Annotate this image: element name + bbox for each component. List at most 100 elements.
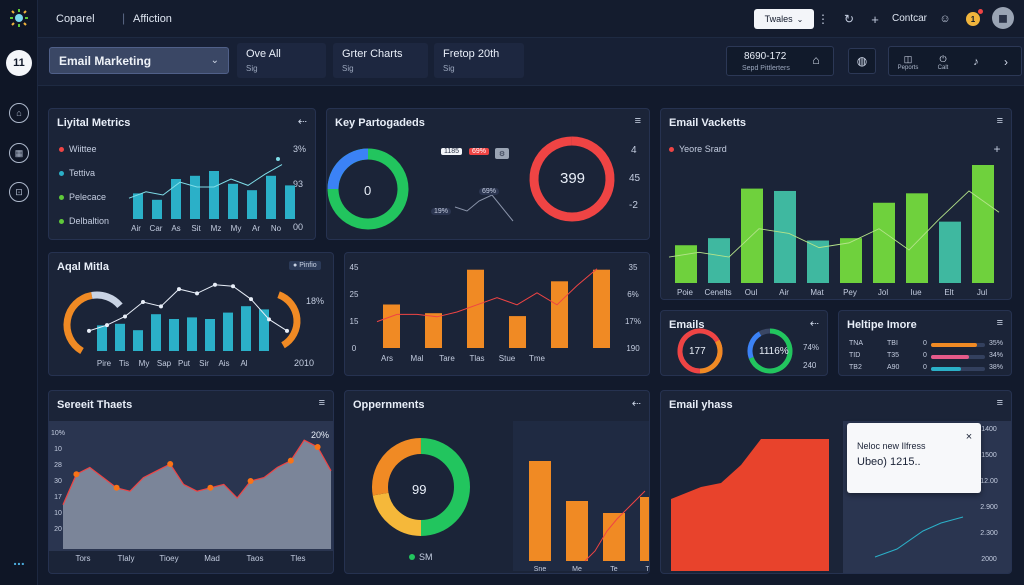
series-line: [128, 164, 283, 199]
collapse-icon[interactable]: ⇠: [297, 116, 307, 128]
data-point: [73, 471, 80, 478]
x-tick-label: Mad: [204, 554, 220, 563]
table-row[interactable]: TB2 A90 0 38%: [849, 364, 1005, 375]
brand-name[interactable]: Coparel: [56, 13, 95, 25]
panel-title: Heltipe Imore: [847, 319, 917, 331]
mid-bar-panel: 45 25 15 0 35 6% 17% 190 Ars Mal Tare Tlas Stue Tme: [344, 252, 650, 376]
user-icon[interactable]: ☺: [939, 13, 951, 25]
menu-icon[interactable]: ≡: [996, 317, 1003, 329]
expand-icon[interactable]: ⇠: [809, 318, 819, 330]
tag-chip[interactable]: ● Pinfio: [289, 261, 321, 270]
area-fill: [671, 439, 829, 571]
data-point: [207, 484, 214, 491]
avatar[interactable]: ◼: [992, 7, 1014, 29]
row-pct: 34%: [989, 352, 1004, 359]
oppernments-panel: Oppernments ⇠ Sne Me Te Tas 99 SM: [344, 390, 650, 574]
y-tick-label: 10: [54, 446, 62, 453]
calt-button[interactable]: ⏻ Calt: [927, 48, 959, 76]
mini-line: [454, 194, 514, 222]
chart-bar: [566, 501, 588, 561]
contact-link[interactable]: Contcar: [892, 13, 928, 24]
lock-icon[interactable]: ⊡: [9, 182, 29, 202]
chevron-right-icon[interactable]: ›: [1004, 55, 1008, 69]
line-point: [141, 300, 145, 305]
line-point: [105, 323, 109, 328]
x-tick-label: Mat: [810, 288, 824, 297]
panel-title: Sereeit Thaets: [57, 399, 133, 411]
twales-dropdown[interactable]: Twales ⌄: [754, 9, 814, 29]
sub-bar: Email Marketing ⌄ Ove All Sig Grter Char…: [38, 38, 1024, 86]
right-label-3: -2: [629, 200, 638, 211]
calendar-icon[interactable]: ▦: [9, 143, 29, 163]
menu-icon[interactable]: ≡: [996, 397, 1003, 409]
chart-bar: [640, 497, 649, 561]
y-tick-label: 20: [54, 526, 62, 533]
table-row[interactable]: TID T35 0 34%: [849, 352, 1005, 363]
x-tick-label: Tis: [119, 359, 129, 368]
rail-badge[interactable]: 11: [6, 50, 32, 76]
menu-icon[interactable]: ≡: [318, 397, 325, 409]
donut-value: 0: [364, 183, 372, 198]
music-icon[interactable]: ♪: [973, 56, 979, 68]
legend-label: Wiittee: [69, 144, 97, 154]
x-tick-label: Air: [131, 224, 141, 233]
x-tick-label: Ais: [218, 359, 229, 368]
tooltip-popup[interactable]: Neloc new Ilfress Ubeo) 1215.. ×: [847, 423, 981, 493]
app-logo-icon[interactable]: [7, 6, 31, 30]
ring-value: 399: [560, 170, 586, 187]
stat-card-fretop[interactable]: Fretop 20th Sig: [434, 43, 524, 78]
row-val: TBI: [887, 340, 898, 347]
y-tick-label: 25: [350, 290, 359, 299]
y-tick-label: 2000: [981, 556, 997, 563]
ring1-arc-2: [699, 339, 723, 374]
menu-item-affiction[interactable]: Affiction: [133, 13, 172, 25]
badge-2: 69%: [469, 148, 490, 155]
badge-gear-icon[interactable]: ⚙: [495, 148, 509, 159]
right-label-2: 240: [803, 361, 817, 370]
key-chart: [327, 136, 615, 230]
chart-bar: [223, 312, 233, 351]
y-tick-label: 17: [54, 494, 62, 501]
y-tick-label: 1500: [981, 452, 997, 459]
y-tick-label: 6%: [627, 290, 639, 299]
add-icon[interactable]: +: [871, 11, 879, 27]
reports-button[interactable]: ◫ Peports: [891, 48, 925, 76]
legend-item: Pelecace: [59, 192, 106, 202]
table-row[interactable]: TNA TBI 0 35%: [849, 340, 1005, 351]
email-marketing-select[interactable]: Email Marketing ⌄: [49, 47, 229, 74]
x-tick-label: Al: [240, 359, 247, 368]
home-icon[interactable]: ⌂: [9, 103, 29, 123]
notification-badge[interactable]: 1: [966, 12, 980, 26]
collapse-icon[interactable]: ⇠: [631, 398, 641, 410]
chart-bar: [675, 245, 697, 283]
add-icon[interactable]: +: [993, 142, 1001, 156]
chart-bar: [187, 317, 197, 351]
progress-fill: [931, 367, 961, 371]
power-icon: ⏻: [939, 53, 947, 64]
home-icon[interactable]: ⌂: [812, 53, 820, 67]
location-icon[interactable]: ◍: [848, 48, 876, 74]
email-yhass-panel: Email yhass ≡ 1400 1500 12.00 2.900 2.300 200…: [660, 390, 1012, 574]
kebab-menu-icon[interactable]: ⋮: [817, 12, 829, 26]
stat-card-ove-all[interactable]: Ove All Sig: [237, 43, 326, 78]
close-icon[interactable]: ×: [965, 431, 973, 443]
menu-icon[interactable]: ≡: [634, 115, 641, 127]
chart-bar: [247, 190, 257, 219]
y-tick-label: 10: [54, 510, 62, 517]
chart-bar: [152, 199, 162, 219]
stat-card-grter-charts[interactable]: Grter Charts Sig: [333, 43, 428, 78]
chart-bar: [115, 323, 125, 351]
more-icon[interactable]: ...: [13, 552, 25, 568]
data-point: [287, 457, 294, 464]
menu-icon[interactable]: ≡: [996, 115, 1003, 127]
row-name: TB2: [849, 364, 862, 371]
y-tick-label: 17%: [625, 317, 641, 326]
emails-rings: [677, 328, 793, 374]
refresh-icon[interactable]: ↻: [843, 12, 855, 26]
notification-dot: [978, 9, 983, 14]
panel-title: Email Vacketts: [669, 117, 747, 129]
data-point: [113, 484, 120, 491]
legend-dot: [59, 219, 64, 225]
y-tick-label: 28: [54, 462, 62, 469]
stat-sub: Sig: [246, 64, 258, 73]
